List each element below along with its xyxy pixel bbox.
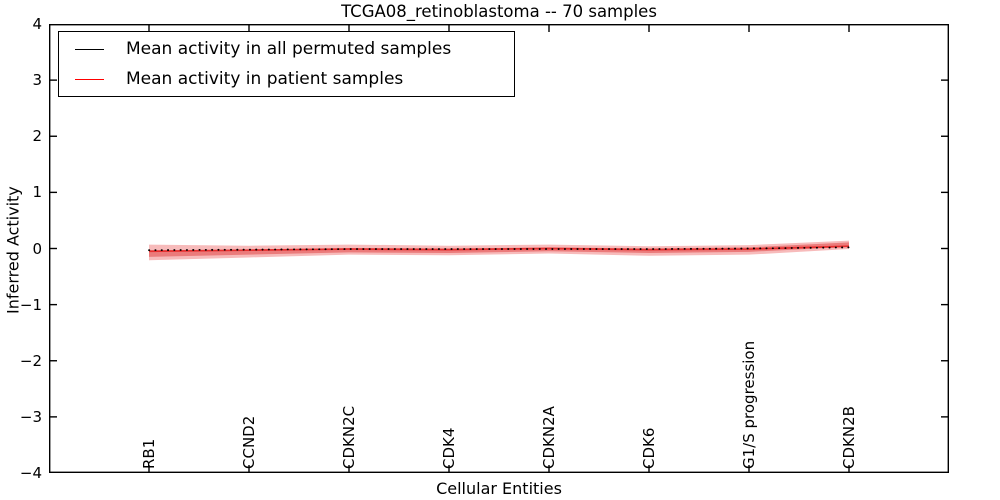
y-tick-label: −1 [19,295,42,314]
x-axis-label: Cellular Entities [436,479,562,498]
x-category-label: CDK4 [440,428,458,469]
legend-item: Mean activity in all permuted samples [59,34,514,64]
legend-label: Mean activity in patient samples [126,69,404,89]
legend-line-sample [75,78,104,80]
y-tick-label: −2 [19,351,42,370]
legend-line-sample [75,48,104,50]
plot-canvas: RB1 CCND2 CDKN2C CDK4 CDKN2A CDK6 G1/S progres… [49,24,949,473]
legend-label: Mean activity in all permuted samples [126,39,452,59]
x-category-label: CDKN2A [540,405,558,469]
y-tick-label: 2 [32,127,42,146]
x-category-label: RB1 [140,439,158,469]
y-tick-label: 0 [32,239,42,258]
x-category-label: G1/S progression [740,341,758,469]
plot-area: RB1 CCND2 CDKN2C CDK4 CDKN2A CDK6 G1/S progres… [49,24,949,473]
x-category-label: CDKN2C [340,406,358,469]
x-category-label: CDKN2B [840,406,858,469]
y-tick-label: 4 [32,15,42,33]
legend: Mean activity in all permuted samples Mea… [58,31,515,97]
chart-title: TCGA08_retinoblastoma -- 70 samples [341,2,657,21]
y-tick-label: −4 [19,464,42,482]
x-category-label: CCND2 [240,416,258,469]
y-tick-label: −3 [19,407,42,426]
patient-mean-line [148,245,850,253]
patient-std-band [149,240,849,261]
legend-item: Mean activity in patient samples [59,64,514,94]
y-tick-label: 1 [32,183,42,202]
y-tick-label: 3 [32,71,42,90]
x-category-label: CDK6 [640,428,658,469]
